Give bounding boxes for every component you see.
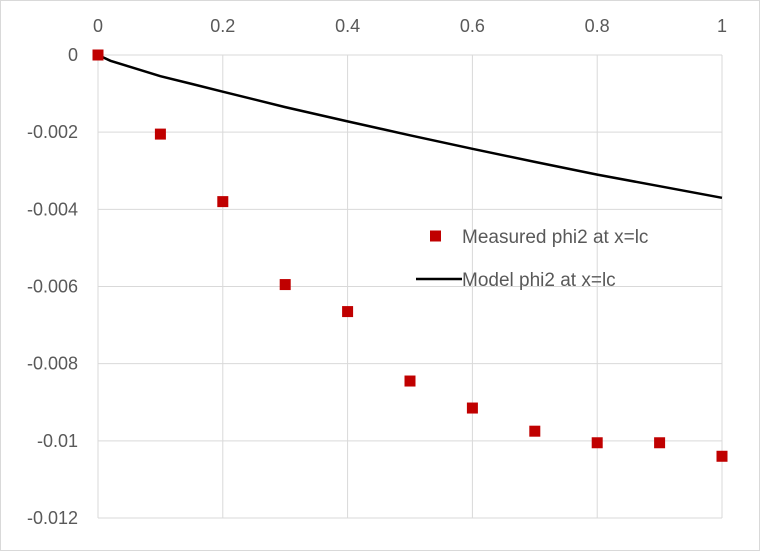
data-point-measured (154, 128, 166, 140)
data-point-measured (404, 375, 416, 387)
data-point-measured (591, 437, 603, 449)
x-tick-label: 0.8 (585, 16, 610, 36)
legend-label-model: Model phi2 at x=lc (462, 270, 616, 291)
series-line-model (97, 53, 723, 200)
data-point-measured (716, 450, 728, 462)
x-tick-label: 0.2 (210, 16, 235, 36)
y-tick-label: 0 (68, 45, 78, 65)
y-tick-label: -0.01 (37, 431, 78, 451)
y-tick-label: -0.008 (27, 354, 78, 374)
x-tick-label: 0 (93, 16, 103, 36)
data-point-measured (217, 196, 229, 208)
x-tick-label: 0.4 (335, 16, 360, 36)
data-point-measured (279, 279, 291, 291)
data-point-measured (466, 402, 478, 414)
y-tick-label: -0.012 (27, 508, 78, 528)
y-tick-label: -0.004 (27, 199, 78, 219)
data-point-measured (92, 49, 104, 61)
data-point-measured (529, 425, 541, 437)
legend-label-measured: Measured phi2 at x=lc (462, 227, 648, 248)
y-tick-label: -0.002 (27, 122, 78, 142)
y-tick-label: -0.006 (27, 277, 78, 297)
x-tick-label: 0.6 (460, 16, 485, 36)
legend-marker-measured (430, 230, 441, 242)
data-point-measured (342, 306, 354, 318)
x-tick-label: 1 (717, 16, 727, 36)
data-point-measured (654, 437, 666, 449)
